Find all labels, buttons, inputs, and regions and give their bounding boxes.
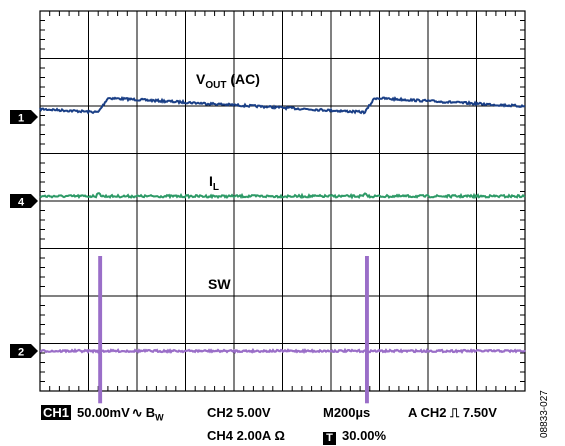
- svg-text:4: 4: [18, 197, 25, 209]
- figure-id: 08833-027: [539, 390, 550, 438]
- ch1-tag: CH1: [41, 405, 72, 420]
- timebase: M200µs: [323, 405, 371, 420]
- grid: [40, 11, 525, 391]
- bandwidth-limit-icon: ∿: [131, 405, 143, 420]
- trigger-setting: A CH2 ⎍ 7.50V: [408, 405, 497, 420]
- trigger-position-icon: T: [323, 432, 336, 445]
- sw-pulse-burst: [365, 256, 369, 404]
- channel-1-marker: 1: [10, 110, 38, 125]
- bw-label: BW: [145, 405, 164, 423]
- il-trace: [39, 192, 526, 200]
- sw-pulse-burst: [98, 256, 103, 404]
- sw-label: SW: [208, 276, 231, 292]
- channel-2-marker: 2: [10, 344, 38, 359]
- axis-ticks: [40, 11, 525, 391]
- svg-text:1: 1: [18, 113, 24, 125]
- sw-trace: [39, 347, 526, 355]
- channel-4-marker: 4: [10, 194, 38, 209]
- trigger-edge-icon: ⎍: [450, 405, 460, 420]
- ch1-scale: 50.00mV: [77, 405, 130, 420]
- status-line-1: CH1 50.00mV ∿ BW: [41, 405, 164, 423]
- trigger-position: T 30.00%: [323, 428, 386, 445]
- vout-trace: [39, 95, 526, 115]
- svg-text:2: 2: [18, 347, 24, 359]
- traces: [39, 95, 526, 404]
- ch2-scale: CH2 5.00V: [207, 405, 271, 420]
- il-label: IL: [209, 173, 219, 193]
- vout-label: VOUT (AC): [196, 71, 260, 91]
- ch4-scale: CH4 2.00A Ω: [207, 428, 285, 443]
